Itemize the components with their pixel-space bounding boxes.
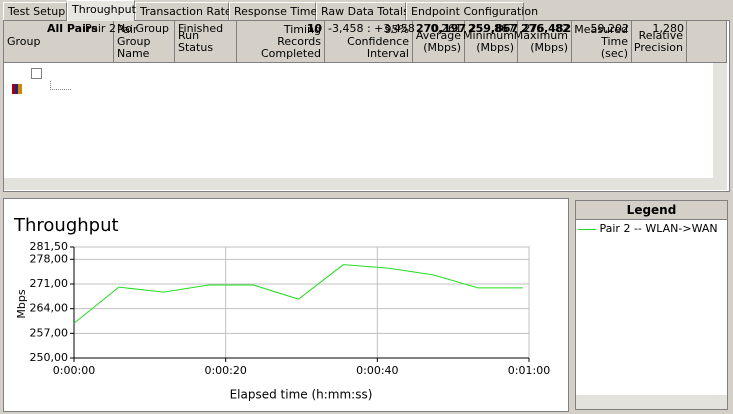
- plot-area: [73, 246, 530, 359]
- h-scrollbar[interactable]: [4, 178, 713, 190]
- tab[interactable]: Response Time: [229, 2, 317, 20]
- x-tick-label: 0:00:40: [356, 364, 398, 377]
- table-cell: No Group: [117, 22, 169, 35]
- table-cell: All Pairs: [47, 22, 98, 35]
- chart-panel: Throughput Mbps Elapsed time (h:mm:ss) 2…: [3, 198, 569, 412]
- results-table: Group Pair Group Name Run Status Timing Rec…: [3, 20, 730, 192]
- y-tick-label: 278,00: [30, 252, 69, 265]
- y-axis-label: Mbps: [15, 289, 28, 318]
- table-cell: -3,458 : +3,458: [328, 22, 415, 35]
- y-tick-label: 281,50: [30, 240, 69, 253]
- legend-entry[interactable]: Pair 2 -- WLAN->WAN: [576, 220, 727, 237]
- legend-panel: Legend Pair 2 -- WLAN->WAN: [575, 200, 728, 410]
- table-cell: 276,482: [521, 22, 572, 35]
- table-cell: 270,197: [416, 22, 467, 35]
- tab[interactable]: Test Setup: [3, 2, 67, 20]
- tab[interactable]: Throughput: [67, 0, 136, 21]
- legend-h-scrollbar[interactable]: [576, 395, 727, 409]
- column-header[interactable]: Pair Group Name: [114, 21, 175, 63]
- x-tick-label: 0:00:20: [204, 364, 246, 377]
- y-tick-label: 250,00: [30, 351, 69, 364]
- column-header[interactable]: Group: [4, 21, 114, 63]
- chart-title: Throughput: [13, 215, 119, 236]
- y-tick-label: 271,00: [30, 277, 69, 290]
- x-tick-label: 0:00:00: [53, 364, 95, 377]
- tab[interactable]: Raw Data Totals: [316, 2, 409, 20]
- x-axis-label: Elapsed time (h:mm:ss): [230, 388, 373, 402]
- column-header[interactable]: Maximum (Mbps): [514, 21, 572, 63]
- table-cell: 1,280: [652, 22, 685, 35]
- column-header[interactable]: Timing Records Completed: [237, 21, 325, 63]
- column-header[interactable]: 95% Confidence Interval: [325, 21, 413, 63]
- x-tick-label: 0:01:00: [508, 364, 550, 377]
- y-tick-label: 264,00: [30, 302, 69, 315]
- series-line: [73, 264, 523, 324]
- table-cell: 59,202: [590, 22, 630, 35]
- table-cell: 10: [308, 22, 322, 35]
- legend-swatch: [578, 228, 596, 230]
- tab[interactable]: Endpoint Configuration: [406, 2, 538, 20]
- v-scrollbar[interactable]: [713, 63, 727, 190]
- y-tick-label: 257,00: [30, 326, 69, 339]
- column-header[interactable]: Relative Precision: [632, 21, 687, 63]
- pair-icon: [12, 84, 22, 94]
- collapse-icon[interactable]: [31, 68, 42, 79]
- table-cell: Finished: [178, 22, 224, 35]
- column-header[interactable]: Minimum (Mbps): [463, 21, 518, 63]
- column-header[interactable]: Measured Time (sec): [572, 21, 632, 63]
- tree-line: [50, 81, 71, 90]
- column-header[interactable]: Run Status: [175, 21, 237, 63]
- table-cell: 10: [306, 22, 322, 35]
- column-header[interactable]: Average (Mbps): [413, 21, 465, 63]
- table-cell: 276,482: [523, 22, 570, 35]
- legend-label: Pair 2 -- WLAN->WAN: [599, 222, 718, 235]
- column-header-filler: [687, 21, 727, 63]
- table-cell: 270,261: [416, 22, 463, 35]
- chart: Throughput Mbps Elapsed time (h:mm:ss) 2…: [13, 215, 550, 402]
- tab[interactable]: Transaction Rate: [135, 2, 232, 20]
- table-cell: 259,867: [469, 22, 516, 35]
- table-cell: 259,867: [468, 22, 519, 35]
- table-cell: Pair 2: [85, 22, 116, 35]
- legend-title: Legend: [576, 201, 727, 220]
